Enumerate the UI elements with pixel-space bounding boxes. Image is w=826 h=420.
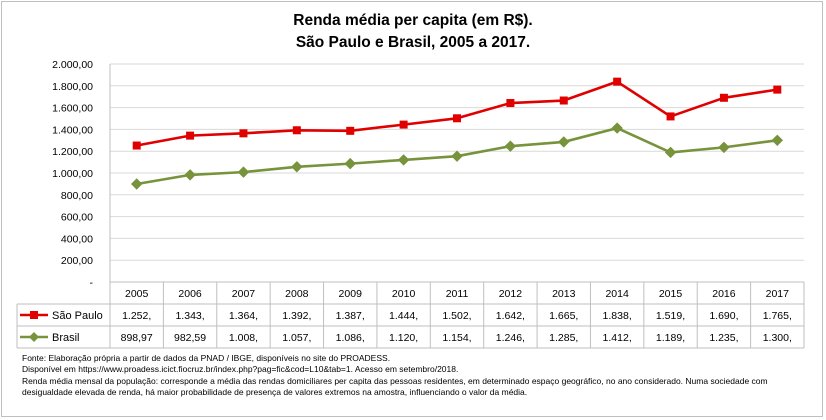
y-tick-label: 1.200,00 bbox=[52, 146, 93, 158]
data-point bbox=[292, 126, 301, 135]
chart-title-block: Renda média per capita (em R$). São Paul… bbox=[0, 10, 826, 54]
x-tick-label: 2009 bbox=[339, 288, 363, 300]
table-cell-value: 1.392, bbox=[282, 310, 311, 322]
y-tick-label: 1.600,00 bbox=[52, 103, 93, 115]
y-tick-label: 600,00 bbox=[61, 212, 93, 224]
table-cell-value: 1.412, bbox=[603, 332, 632, 344]
data-point bbox=[506, 99, 515, 108]
data-point bbox=[451, 150, 463, 162]
y-tick-label: 400,00 bbox=[61, 233, 93, 245]
table-cell-value: 1.765, bbox=[763, 310, 792, 322]
table-cell-value: 1.008, bbox=[229, 332, 258, 344]
x-tick-label: 2005 bbox=[125, 288, 149, 300]
table-cell-value: 982,59 bbox=[174, 332, 206, 344]
data-point bbox=[344, 157, 356, 170]
table-cell-value: 1.086, bbox=[336, 332, 365, 344]
footnotes: Fonte: Elaboração própria a partir de da… bbox=[22, 353, 812, 399]
legend-label: São Paulo bbox=[52, 310, 103, 322]
x-tick-label: 2011 bbox=[446, 288, 469, 300]
x-tick-label: 2015 bbox=[659, 288, 683, 300]
table-cell-value: 1.387, bbox=[336, 310, 365, 322]
table-cell-value: 1.502, bbox=[442, 310, 471, 322]
data-point bbox=[184, 169, 196, 181]
table-cell-value: 1.444, bbox=[389, 310, 418, 322]
x-tick-label: 2010 bbox=[392, 288, 416, 300]
footnote-url: Disponível em https://www.proadess.icict… bbox=[22, 364, 459, 375]
chart-title: Renda média per capita (em R$). bbox=[293, 12, 533, 29]
table-cell-value: 1.252, bbox=[122, 310, 151, 322]
x-tick-label: 2013 bbox=[552, 288, 576, 300]
y-tick-label: 800,00 bbox=[61, 190, 93, 202]
table-cell-value: 1.154, bbox=[442, 332, 471, 344]
y-tick-label: 200,00 bbox=[61, 255, 93, 267]
y-tick-label: 1.800,00 bbox=[52, 81, 93, 93]
legend-marker bbox=[30, 311, 38, 319]
data-point bbox=[504, 140, 517, 152]
x-tick-label: 2008 bbox=[285, 288, 309, 300]
data-point bbox=[773, 85, 782, 94]
x-tick-label: 2017 bbox=[766, 288, 790, 300]
series-line-sao-paulo bbox=[136, 80, 778, 147]
table-cell-value: 1.057, bbox=[282, 332, 311, 344]
x-tick-label: 2012 bbox=[499, 288, 523, 300]
footnote-source: Fonte: Elaboração própria a partir de da… bbox=[22, 353, 391, 363]
data-point bbox=[613, 77, 622, 86]
table-cell-value: 1.665, bbox=[549, 310, 578, 322]
data-point bbox=[718, 141, 730, 154]
data-point bbox=[664, 146, 677, 159]
data-point bbox=[291, 161, 303, 173]
data-point bbox=[559, 96, 568, 105]
table-cell-value: 1.838, bbox=[603, 310, 632, 322]
data-point bbox=[399, 120, 408, 129]
legend-label: Brasil bbox=[52, 332, 80, 344]
table-cell-value: 1.246, bbox=[496, 332, 525, 344]
data-point bbox=[397, 154, 410, 166]
table-cell-value: 1.364, bbox=[229, 310, 258, 322]
x-tick-label: 2007 bbox=[232, 288, 256, 300]
y-tick-label: 2.000,00 bbox=[52, 59, 93, 71]
data-point bbox=[132, 141, 141, 150]
chart-subtitle: São Paulo e Brasil, 2005 a 2017. bbox=[295, 34, 531, 51]
table-cell-value: 1.285, bbox=[549, 332, 578, 344]
table-cell-value: 1.189, bbox=[656, 332, 685, 344]
x-tick-label: 2016 bbox=[712, 288, 736, 300]
data-point bbox=[611, 122, 623, 134]
x-tick-label: 2014 bbox=[605, 288, 629, 300]
data-point bbox=[558, 136, 570, 148]
data-point bbox=[453, 114, 461, 123]
table-cell-value: 1.343, bbox=[175, 310, 204, 322]
table-cell-value: 898,97 bbox=[121, 332, 153, 344]
line-chart: - 200,00 400,00 600,00 800,00 1.000,00 1.200,0… bbox=[16, 59, 805, 349]
table-cell-value: 1.642, bbox=[496, 310, 525, 322]
table-cell-value: 1.300, bbox=[763, 332, 792, 344]
footnote-definition: Renda média mensal da população: corresp… bbox=[22, 375, 768, 398]
data-point bbox=[346, 126, 355, 135]
data-point bbox=[239, 129, 248, 138]
legend-marker bbox=[29, 332, 39, 342]
table-cell-value: 1.690, bbox=[709, 310, 738, 322]
table-cell-value: 1.120, bbox=[389, 332, 418, 344]
x-tick-label: 2006 bbox=[178, 288, 202, 300]
table-cell-value: 1.519, bbox=[656, 310, 685, 322]
data-point bbox=[666, 112, 675, 121]
data-point bbox=[186, 131, 195, 140]
data-point bbox=[771, 134, 784, 147]
data-point bbox=[719, 93, 728, 102]
y-tick-label: - bbox=[90, 277, 94, 289]
table-cell-value: 1.235, bbox=[709, 332, 738, 344]
data-point bbox=[130, 178, 143, 190]
y-tick-label: 1.400,00 bbox=[52, 124, 93, 136]
y-tick-label: 1.000,00 bbox=[52, 168, 93, 180]
data-point bbox=[237, 166, 250, 178]
